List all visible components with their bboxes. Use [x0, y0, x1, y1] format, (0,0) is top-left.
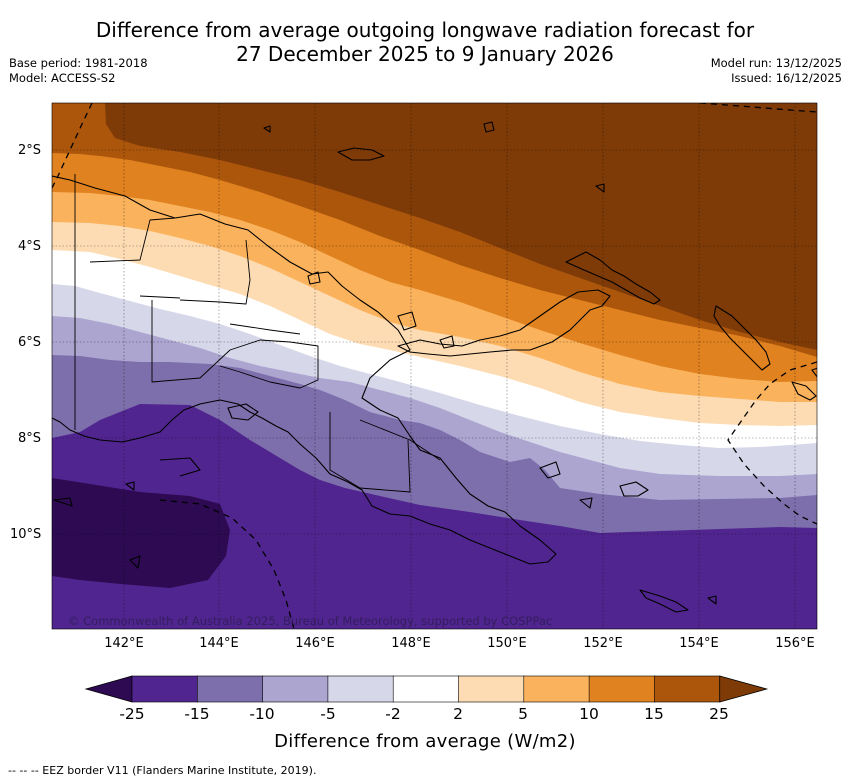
- colorbar-tick: -2: [385, 705, 401, 723]
- dentrecasteaux-islands: [539, 461, 649, 509]
- colorbar-segment: [131, 675, 199, 703]
- colorbar-extend-low: [84, 675, 133, 703]
- new-ireland-coast: [565, 251, 661, 305]
- meta-left: Base period: 1981-2018 Model: ACCESS-S2: [9, 56, 148, 86]
- bougainville-coast: [713, 305, 771, 371]
- colorbar-tick: -15: [184, 705, 210, 723]
- colorbar-tick: 2: [453, 705, 463, 723]
- fly-delta-islands: [227, 403, 259, 421]
- lat-label-10s: 10°S: [10, 527, 42, 542]
- lon-label-152e: 152°E: [583, 636, 623, 651]
- base-period: Base period: 1981-2018: [9, 56, 148, 70]
- title-line-1: Difference from average outgoing longwav…: [95, 18, 755, 42]
- lon-label-150e: 150°E: [487, 636, 527, 651]
- lat-label-2s: 2°S: [18, 143, 42, 158]
- colorbar-tick: -10: [249, 705, 275, 723]
- province-borders: [74, 174, 441, 493]
- eez-borders: [52, 103, 817, 629]
- lon-label-156e: 156°E: [775, 636, 815, 651]
- inland-lakes: [307, 271, 455, 349]
- graticule: [52, 103, 817, 629]
- coastlines: [52, 121, 817, 613]
- colorbar-segment: [262, 675, 329, 703]
- meta-right: Model run: 13/12/2025 Issued: 16/12/2025: [711, 56, 842, 86]
- copyright-notice: © Commonwealth of Australia 2025, Bureau…: [68, 614, 553, 628]
- colorbar-segment: [197, 675, 264, 703]
- band-above-25: [105, 103, 817, 350]
- solomon-islands: [791, 367, 817, 401]
- torres-strait-islands: [53, 457, 201, 569]
- eez-footnote: -- -- -- EEZ border V11 (Flanders Marine…: [8, 764, 317, 777]
- new-britain-coast: [397, 289, 611, 357]
- lon-label-148e: 148°E: [391, 636, 431, 651]
- north-islands: [263, 121, 605, 193]
- colorbar-label: Difference from average (W/m2): [274, 731, 576, 752]
- colorbar-segment: [458, 675, 525, 703]
- colorbar-segment: [327, 675, 394, 703]
- lat-label-6s: 6°S: [18, 335, 42, 350]
- colorbar: [84, 675, 769, 703]
- manus-island: [337, 147, 385, 161]
- map-area: [52, 103, 817, 629]
- colorbar-tick: 15: [644, 705, 664, 723]
- lat-label-8s: 8°S: [18, 431, 42, 446]
- lon-label-154e: 154°E: [679, 636, 719, 651]
- colorbar-extend-high: [719, 675, 769, 703]
- colorbar-tick: 10: [579, 705, 599, 723]
- map-frame: [51, 102, 818, 630]
- band-below-minus-25: [52, 478, 230, 588]
- new-guinea-coast: [52, 175, 557, 565]
- louisiade-islands: [639, 589, 717, 613]
- colorbar-tick: -25: [119, 705, 145, 723]
- colorbar-segment: [523, 675, 590, 703]
- map-title: Difference from average outgoing longwav…: [0, 18, 850, 66]
- colorbar-tick: 25: [709, 705, 729, 723]
- lat-label-4s: 4°S: [18, 239, 42, 254]
- colorbar-segment: [588, 675, 656, 703]
- lon-label-142e: 142°E: [104, 636, 144, 651]
- colorbar-segment: [392, 675, 460, 703]
- model-run: Model run: 13/12/2025: [710, 56, 842, 70]
- colorbar-tick: 5: [518, 705, 528, 723]
- colorbar-segment: [654, 675, 721, 703]
- colorbar-tick: -5: [320, 705, 336, 723]
- lon-label-144e: 144°E: [199, 636, 239, 651]
- issued-date: Issued: 16/12/2025: [731, 71, 842, 85]
- model-name: Model: ACCESS-S2: [9, 71, 116, 85]
- lon-label-146e: 146°E: [295, 636, 335, 651]
- title-line-2: 27 December 2025 to 9 January 2026: [236, 42, 614, 66]
